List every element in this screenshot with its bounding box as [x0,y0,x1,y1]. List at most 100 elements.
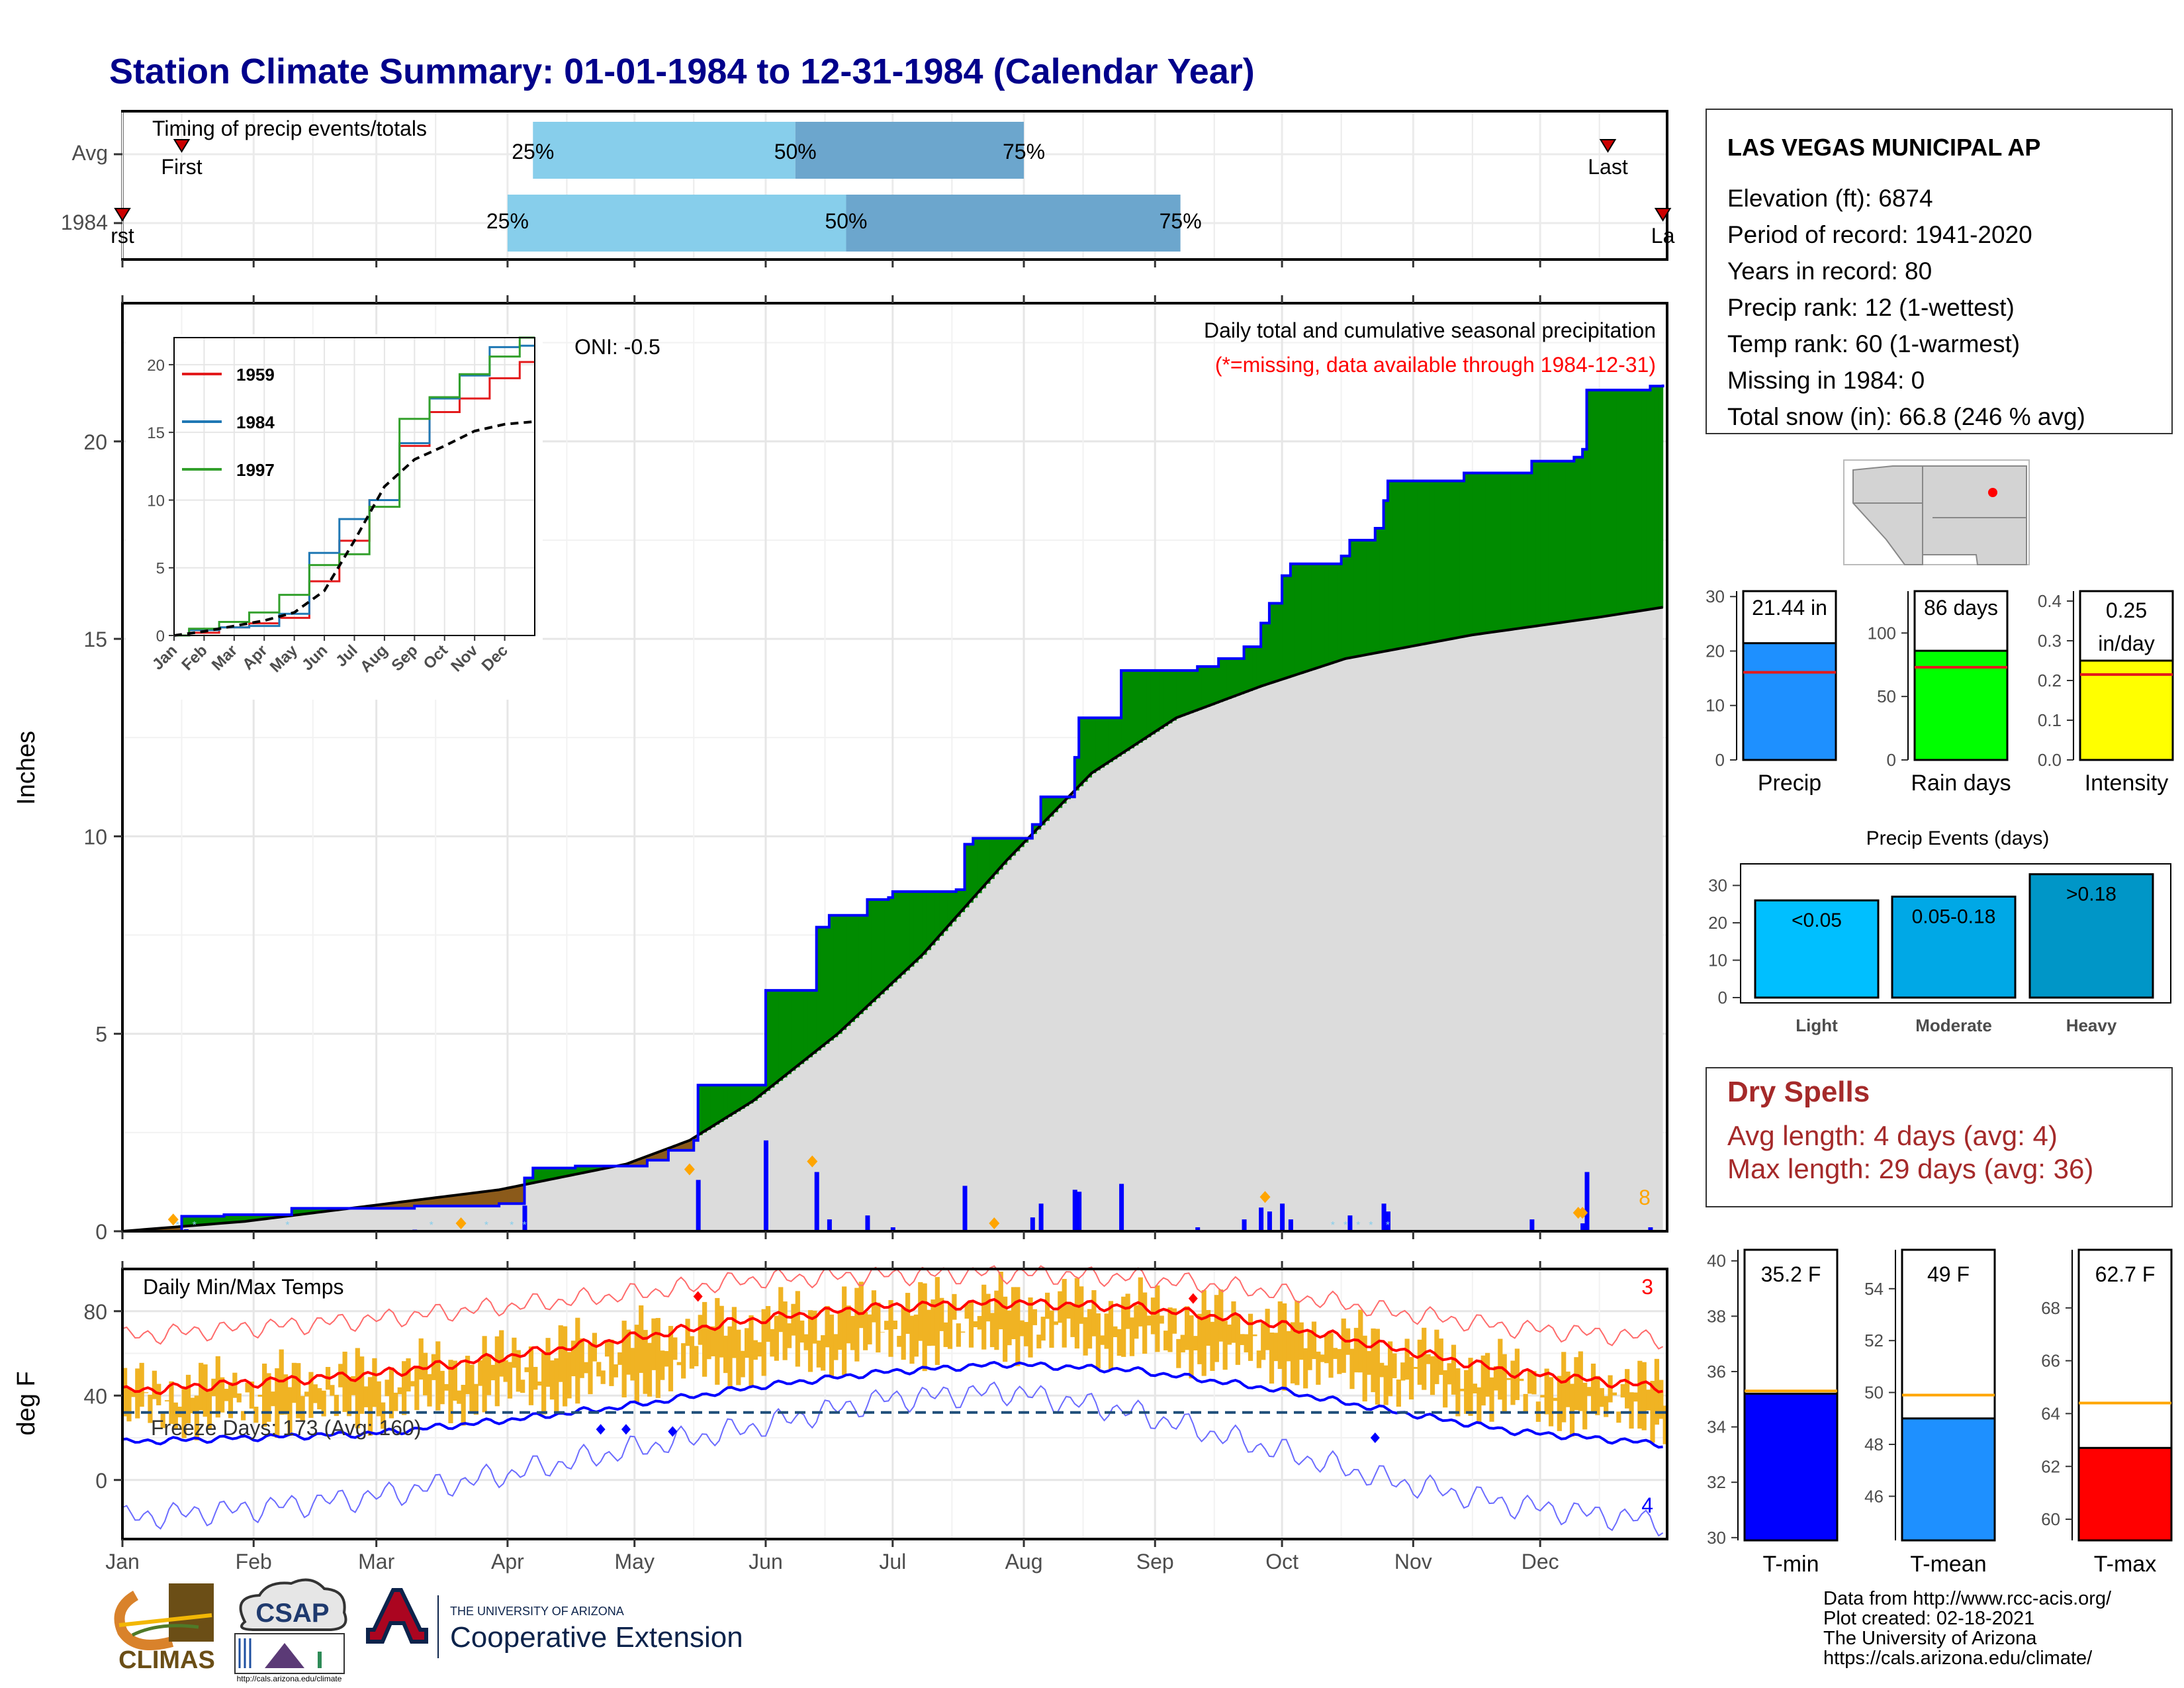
daily-temp-bar [837,1311,842,1350]
surplus-fill [528,1178,533,1184]
daily-temp-bar [795,1291,800,1367]
daily-temp-bar [1659,1380,1664,1419]
snow-marker: * [1343,1220,1347,1231]
average-cumulative-line [122,606,1663,1233]
surplus-fill [1003,838,1008,865]
surplus-fill [1426,481,1431,644]
daily-temp-bar [694,1346,699,1366]
surplus-fill [761,1085,766,1094]
daily-temp-bar [676,1362,682,1366]
daily-temp-bar [139,1362,144,1407]
surplus-fill [1443,481,1448,641]
deficit-fill [435,1197,441,1206]
daily-temp-bar [169,1381,174,1425]
timing-marker-last [1654,208,1672,222]
daily-temp-bar [1387,1341,1393,1397]
daily-temp-bar [1510,1360,1516,1405]
daily-temp-bar [1637,1360,1643,1429]
csap-url: http://cals.arizona.edu/climate [237,1674,342,1683]
timing-marker-last [1599,139,1617,153]
daily-temp-bar [807,1310,813,1372]
daily-temp-bar [1608,1375,1613,1403]
daily-temp-bar [563,1326,568,1407]
daily-precip-bar [763,1140,768,1231]
deficit-fill [520,1185,525,1204]
surplus-fill [1185,670,1190,715]
daily-temp-bar [283,1374,289,1415]
summary-ytick-label: 100 [1868,623,1896,643]
temp-summary-ytick-label: 46 [1864,1486,1884,1506]
daily-temp-bar [1125,1293,1130,1329]
surplus-fill [960,889,966,912]
surplus-fill [220,1216,225,1224]
timing-heading: Timing of precip events/totals [152,117,427,140]
surplus-fill [1244,647,1249,693]
temp-summary-category-label: T-mean [1910,1552,1986,1577]
daily-temp-bar [372,1358,377,1407]
events-bars: 0 10 20 30 <0.05 Light 0.05-0.18 Moderate >0.18 H… [1708,873,2154,1035]
deficit-fill [402,1201,407,1209]
footer-logos: CLIMAS CSAP http://cals.arizona.edu/clim… [114,1578,743,1683]
daily-temp-bar [173,1402,178,1430]
station-temp-rank: Temp rank: 60 (1-warmest) [1727,330,2020,357]
surplus-fill [1138,670,1143,743]
surplus-fill [706,1085,711,1130]
summary-category-label: Intensity [2085,771,2169,796]
surplus-fill [1387,481,1392,651]
surplus-fill [740,1085,745,1109]
deficit-fill [512,1187,517,1204]
surplus-fill [1045,796,1050,821]
temps-lines [122,1265,1666,1537]
daily-temp-bar [1256,1350,1261,1368]
daily-temp-bar [1599,1387,1604,1407]
daily-temp-bar [507,1362,513,1399]
station-info: LAS VEGAS MUNICIPAL AP Elevation (ft): 6… [1706,109,2173,434]
daily-temp-bar [257,1394,263,1397]
daily-temp-bar [1032,1309,1038,1325]
surplus-fill [1316,563,1321,669]
daily-temp-bar [846,1305,851,1344]
daily-temp-bar [1024,1322,1029,1346]
inset-line-1984 [174,344,535,637]
surplus-fill [752,1085,758,1102]
daily-temp-bar [482,1336,487,1413]
events-bar-label: <0.05 [1792,910,1842,931]
daily-precip-bar [1280,1203,1285,1231]
daily-temp-bar [926,1309,932,1346]
surplus-fill [1604,390,1609,617]
surplus-fill [1146,670,1152,737]
timing-marker-first [173,139,191,153]
daily-temp-bar [418,1338,424,1380]
legend-label-1997: 1997 [236,460,275,480]
deficit-fill [418,1199,424,1206]
daily-temp-bar [630,1348,635,1381]
page-title: Station Climate Summary: 01-01-1984 to 1… [109,52,1255,91]
daily-temp-bar [1074,1278,1079,1349]
daily-precip-bar [1242,1219,1247,1231]
daily-temp-bar [346,1376,352,1417]
dry-spells-panel: Dry Spells Avg length: 4 days (avg: 4) M… [1706,1067,2173,1207]
surplus-fill [1430,481,1435,643]
surplus-fill [291,1208,296,1216]
deficit-fill [655,1152,660,1160]
daily-temp-bar [249,1382,255,1409]
daily-precip-bar [1077,1192,1082,1231]
daily-temp-bar [1629,1392,1634,1429]
deficit-fill [431,1198,436,1206]
csap-wordmark: CSAP [255,1599,329,1628]
daily-temp-bar [414,1367,420,1411]
daily-precip-bar [962,1186,968,1231]
average-cumulative-area [122,607,1663,1231]
temp-summary-ytick-label: 34 [1707,1417,1726,1437]
deficit-fill [381,1204,386,1209]
daily-temp-bar [1519,1378,1524,1382]
surplus-fill [1375,528,1380,653]
daily-temp-bar [1514,1348,1520,1401]
daily-temp-bar [588,1343,593,1395]
daily-temp-bar [194,1395,199,1440]
surplus-fill [253,1214,259,1221]
surplus-fill [1320,563,1325,667]
surplus-fill [1519,473,1524,629]
temp-summary-category-label: T-max [2094,1552,2156,1577]
surplus-fill [880,899,885,995]
